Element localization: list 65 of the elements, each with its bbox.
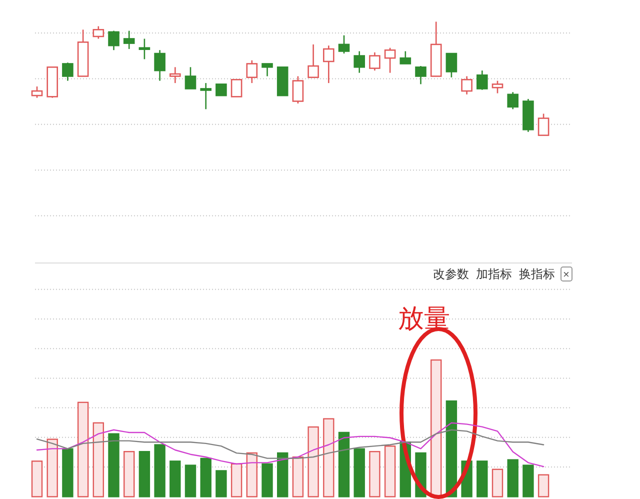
bar — [77, 402, 89, 498]
candlestick — [369, 52, 380, 72]
bar — [354, 448, 365, 498]
candlestick — [154, 49, 166, 82]
bar — [369, 450, 380, 498]
candlestick — [123, 30, 135, 50]
bar — [277, 452, 288, 498]
bar — [200, 458, 212, 498]
candlestick — [354, 50, 365, 74]
bar — [184, 464, 196, 498]
bar — [124, 450, 135, 498]
bar — [138, 450, 150, 498]
bar — [446, 400, 458, 498]
bar — [31, 460, 43, 498]
bar — [384, 446, 396, 498]
candlestick — [338, 34, 350, 54]
candlestick — [507, 91, 518, 110]
candlestick — [492, 80, 504, 94]
bar — [338, 432, 350, 498]
bar — [507, 459, 518, 498]
bar — [538, 474, 550, 498]
candlestick — [262, 63, 273, 77]
text: 换指标 — [519, 267, 555, 281]
candlestick — [446, 52, 458, 78]
text: 放量 — [398, 303, 450, 333]
candlestick — [108, 30, 120, 51]
candlestick — [538, 113, 550, 136]
candlestick — [415, 65, 426, 85]
bar — [154, 444, 166, 498]
candlestick — [62, 62, 74, 82]
bar — [92, 422, 104, 498]
bar — [492, 468, 504, 498]
candlestick — [461, 76, 472, 96]
bar — [476, 460, 488, 498]
bar — [46, 438, 58, 498]
bar — [230, 463, 242, 498]
bar — [522, 464, 534, 498]
candlestick — [184, 66, 196, 90]
candlestick — [200, 82, 212, 110]
bar — [246, 452, 258, 498]
candlestick — [308, 44, 319, 78]
bar — [262, 463, 273, 498]
candlestick — [92, 26, 104, 40]
candlestick — [170, 66, 181, 84]
bar — [308, 426, 319, 498]
bar — [430, 359, 442, 498]
bar — [292, 456, 304, 498]
candlestick — [323, 44, 334, 84]
text: 加指标 — [476, 267, 512, 281]
bar — [170, 460, 181, 498]
bar — [108, 433, 120, 498]
bar — [216, 470, 227, 498]
candlestick — [246, 60, 258, 84]
text: × — [563, 269, 570, 281]
candlestick — [384, 47, 396, 74]
candlestick — [476, 70, 488, 91]
candlestick — [216, 84, 227, 96]
bar — [62, 448, 74, 498]
bar — [323, 418, 334, 498]
candlestick — [138, 38, 150, 60]
candlestick — [230, 78, 242, 98]
text: 改参数 — [433, 267, 469, 281]
candlestick — [400, 50, 412, 64]
candlestick — [31, 86, 43, 98]
candlestick — [292, 76, 304, 104]
